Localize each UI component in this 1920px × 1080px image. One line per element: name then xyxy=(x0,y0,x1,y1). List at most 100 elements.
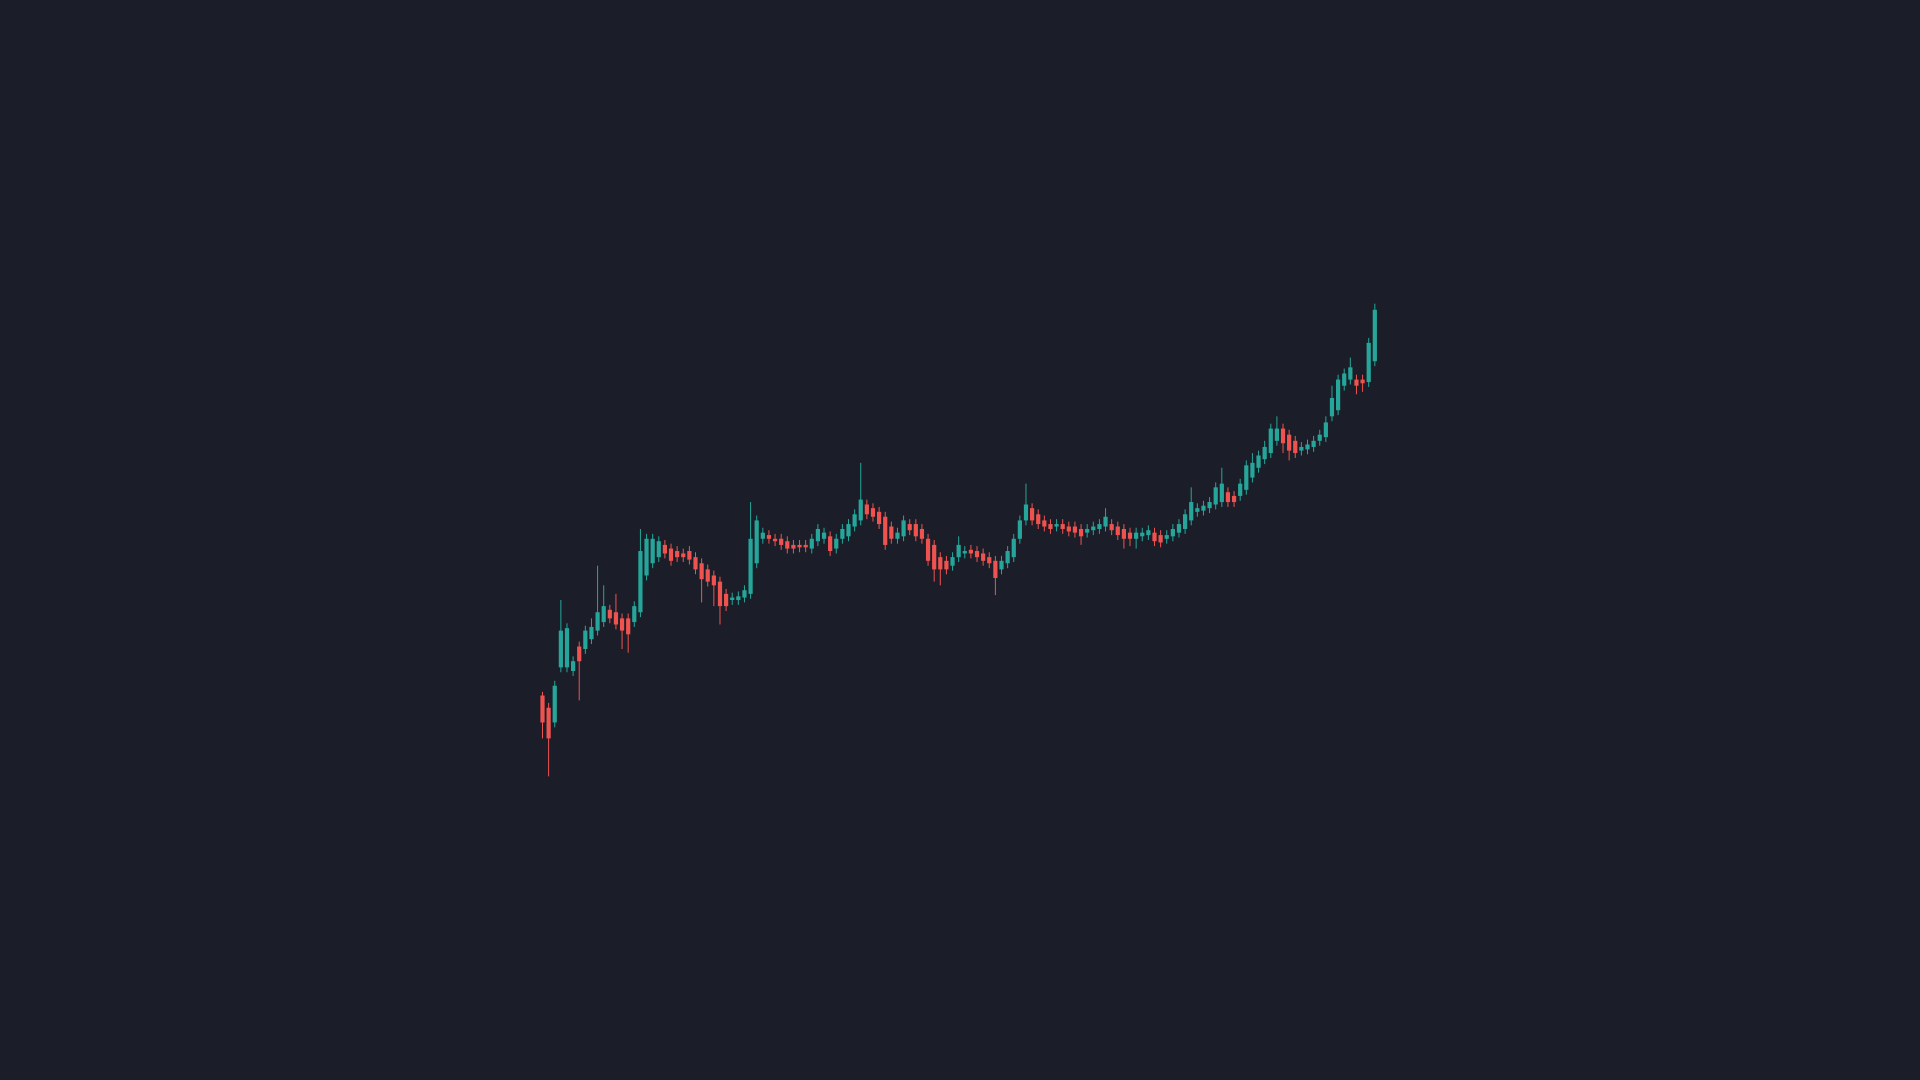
candle-body xyxy=(1005,551,1010,564)
candle-body xyxy=(779,538,784,545)
candle-body xyxy=(693,557,698,570)
candle-body xyxy=(974,551,980,558)
candle-body xyxy=(742,590,747,598)
candle-body xyxy=(925,538,931,561)
candle-body xyxy=(968,549,973,554)
candle-body xyxy=(1085,528,1090,533)
candle-body xyxy=(1250,462,1255,478)
candle-body xyxy=(1329,397,1335,417)
candle-body xyxy=(1183,514,1188,529)
candle-body xyxy=(1342,373,1347,386)
candle-body xyxy=(558,630,563,668)
candle-body xyxy=(1134,532,1139,539)
candle-body xyxy=(546,707,551,739)
candle-body xyxy=(1127,532,1133,539)
candle-body xyxy=(791,544,796,549)
candle-body xyxy=(809,538,814,549)
candle-body xyxy=(1311,440,1316,447)
candle-body xyxy=(1231,495,1237,503)
candle-body xyxy=(650,538,655,564)
candle-body xyxy=(1023,504,1029,521)
candle-body xyxy=(895,532,900,539)
candle-body xyxy=(1042,520,1047,527)
candle-body xyxy=(1017,520,1022,539)
candle-body xyxy=(736,596,741,600)
candle-body xyxy=(1244,465,1249,490)
candle-body xyxy=(993,560,998,578)
candle-body xyxy=(607,609,612,619)
candle-body xyxy=(1097,524,1102,529)
candle-body xyxy=(1030,508,1035,521)
candle-body xyxy=(589,626,594,640)
candle-body xyxy=(1262,446,1267,460)
candle-body xyxy=(748,538,753,594)
candle-body xyxy=(1195,508,1200,512)
candle-body xyxy=(1213,487,1218,505)
candle-body xyxy=(1066,526,1071,532)
candle-body xyxy=(613,612,619,625)
candle-body xyxy=(1176,524,1182,533)
candle-body xyxy=(705,569,710,582)
candle-body xyxy=(1121,528,1126,539)
candle-body xyxy=(1072,526,1078,533)
candle-body xyxy=(772,538,778,542)
candle-body xyxy=(981,553,986,561)
candle-body xyxy=(626,618,631,635)
candle-body xyxy=(852,514,857,527)
candle-body xyxy=(1280,428,1286,444)
candle-body xyxy=(754,520,759,564)
candle-body xyxy=(821,532,827,539)
candle-body xyxy=(1336,379,1341,411)
candle-body xyxy=(662,544,667,554)
candle-body xyxy=(1219,483,1224,503)
candle-body xyxy=(1164,535,1169,539)
candle-body xyxy=(1256,455,1261,468)
candle-body xyxy=(766,535,772,539)
candle-body xyxy=(1115,526,1120,536)
candle-body xyxy=(1299,446,1304,451)
candle-body xyxy=(907,524,912,531)
candle-body xyxy=(901,520,906,537)
candle-body xyxy=(1140,532,1145,537)
candle-body xyxy=(962,551,967,554)
candle-body xyxy=(846,524,851,537)
candle-body xyxy=(1201,505,1206,511)
candle-body xyxy=(1103,516,1108,527)
candle-body xyxy=(656,541,661,558)
candle-body xyxy=(1305,444,1310,450)
candle-body xyxy=(1225,492,1231,503)
candle-body xyxy=(987,557,992,564)
candle-body xyxy=(1348,367,1353,380)
candle-body xyxy=(1078,528,1084,537)
candle-body xyxy=(944,560,949,570)
candle-body xyxy=(877,511,882,525)
candle-body xyxy=(1268,428,1273,454)
candle-body xyxy=(999,560,1004,570)
candle-body xyxy=(828,536,833,552)
candle-body xyxy=(1158,535,1163,543)
candle-body xyxy=(1238,483,1243,496)
candle-body xyxy=(638,551,643,613)
candle-body xyxy=(1207,502,1212,509)
candle-body xyxy=(815,528,820,542)
candle-body xyxy=(1274,428,1279,441)
candle-body xyxy=(938,557,943,570)
candle-body xyxy=(950,557,955,566)
candle-body xyxy=(601,606,606,623)
candle-body xyxy=(1146,530,1151,536)
candle-body xyxy=(858,499,863,521)
candle-body xyxy=(644,538,649,576)
candle-body xyxy=(540,695,545,723)
candle-body xyxy=(889,526,894,539)
candle-body xyxy=(1293,440,1298,454)
candle-body xyxy=(797,544,802,548)
candle-body xyxy=(1054,524,1059,527)
candle-body xyxy=(864,504,869,515)
candle-body xyxy=(1372,309,1377,362)
candle-body xyxy=(717,581,723,607)
candle-body xyxy=(619,618,625,631)
candle-body xyxy=(840,528,845,539)
